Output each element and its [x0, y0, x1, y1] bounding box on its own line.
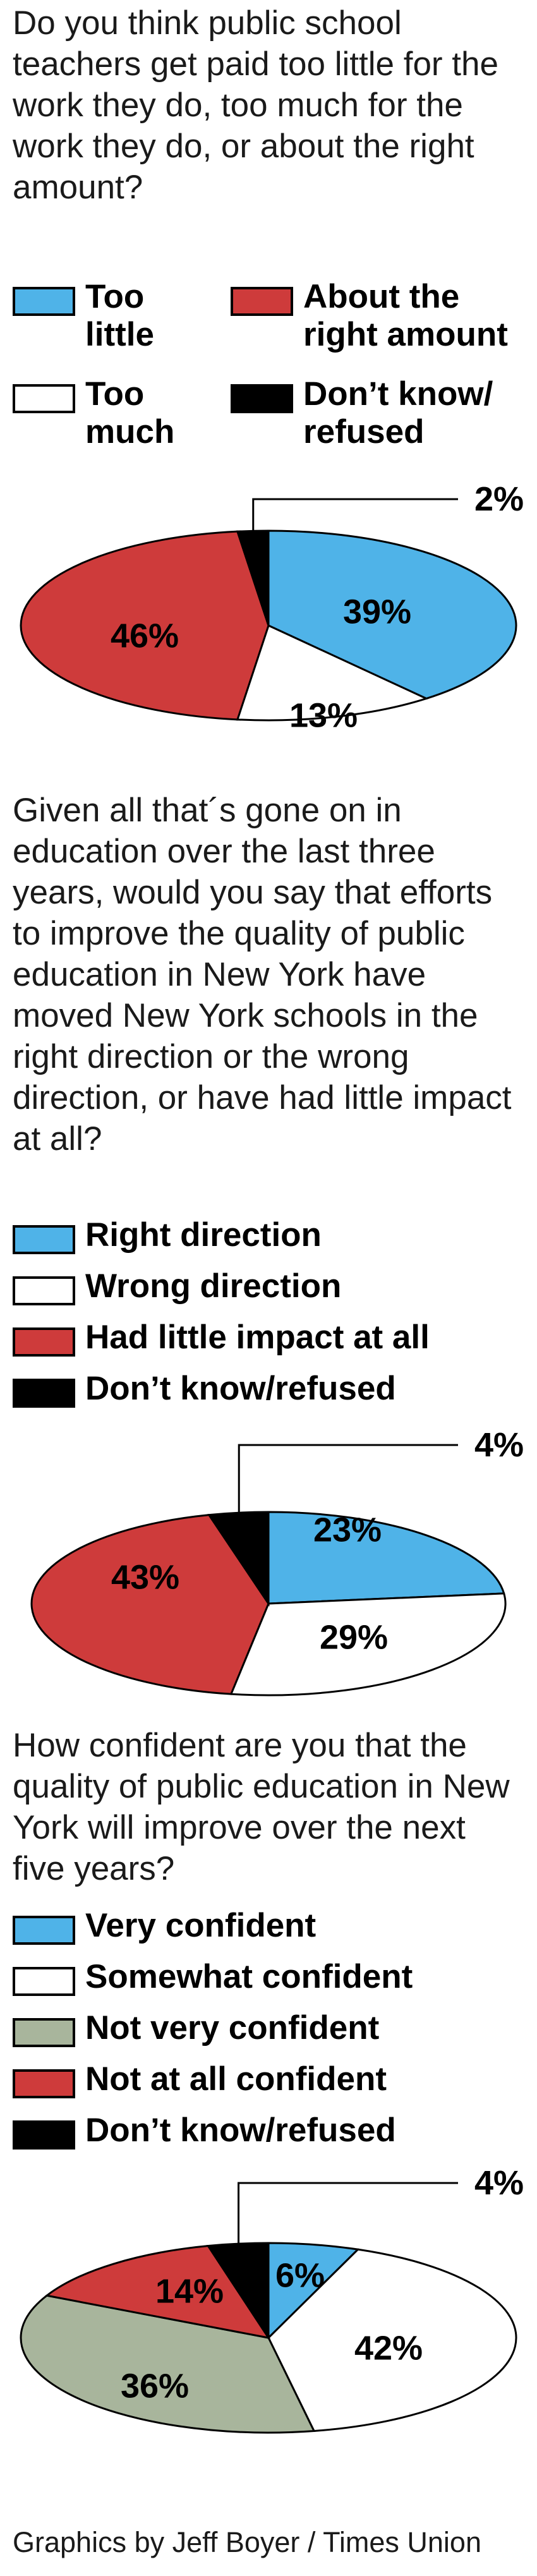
chart2-legend-wrong-direction: Wrong direction	[13, 1267, 341, 1305]
chart3-slice-2	[20, 2294, 316, 2434]
chart2-legend-swatch-dont-know	[13, 1379, 75, 1408]
chart3-legend-swatch-dont-know	[13, 2120, 75, 2150]
chart3-question: How confident are you that the quality o…	[13, 1727, 510, 1887]
chart1-slice-label-0: 39%	[343, 593, 411, 631]
chart1-legend-too-little: Too little	[13, 278, 199, 354]
chart3-legend-label-somewhat-confident: Somewhat confident	[85, 1958, 413, 1995]
chart2-slice-1	[229, 1592, 507, 1696]
chart1-legend-swatch-too-little	[13, 287, 75, 316]
chart1-legend-swatch-dont-know	[231, 384, 293, 413]
chart2-legend-swatch-wrong-direction	[13, 1276, 75, 1305]
chart3-legend-dont-know: Don’t know/refused	[13, 2112, 396, 2150]
chart3-slice-label-1: 42%	[354, 2329, 423, 2367]
chart3-slice-label-3: 14%	[155, 2272, 224, 2310]
chart3-legend-not-at-all-confident: Not at all confident	[13, 2060, 387, 2098]
chart3-legend-swatch-not-very-confident	[13, 2018, 75, 2047]
chart2-legend-little-impact: Had little impact at all	[13, 1319, 430, 1357]
chart1-legend-about-right: About the right amount	[231, 278, 537, 354]
chart1-legend-label-dont-know: Don’t know/ refused	[303, 375, 493, 450]
chart2-slice-label-1: 29%	[320, 1618, 388, 1656]
chart1-slice-1	[236, 624, 430, 722]
chart3-legend-swatch-not-at-all-confident	[13, 2069, 75, 2098]
chart2-legend-swatch-right-direction	[13, 1225, 75, 1254]
chart1-slice-label-3: 2%	[474, 480, 524, 518]
chart3-legend-swatch-very-confident	[13, 1916, 75, 1945]
chart2-legend-right-direction: Right direction	[13, 1216, 322, 1254]
chart1-slice-label-1: 13%	[289, 696, 358, 734]
chart3-legend-label-dont-know: Don’t know/refused	[85, 2112, 396, 2149]
chart2-legend-swatch-little-impact	[13, 1327, 75, 1357]
chart1-slice-2	[20, 530, 270, 721]
chart2-leader-line	[238, 1444, 458, 1515]
chart1-legend-too-much: Too much	[13, 375, 199, 451]
chart3-slice-3	[44, 2244, 271, 2340]
chart2-legend-dont-know: Don’t know/refused	[13, 1370, 396, 1408]
chart1-legend-label-about-right: About the right amount	[303, 278, 508, 353]
chart3-slice-0	[267, 2242, 360, 2340]
chart2-slice-label-2: 43%	[111, 1558, 179, 1596]
chart3-legend-label-not-very-confident: Not very confident	[85, 2009, 380, 2047]
chart1-leader-line	[252, 498, 458, 533]
chart1-legend-label-too-much: Too much	[85, 375, 175, 450]
chart3-leader-line	[238, 2182, 458, 2246]
chart1-legend-label-too-little: Too little	[85, 278, 154, 353]
chart3-slice-label-2: 36%	[121, 2367, 189, 2405]
chart3-legend-label-very-confident: Very confident	[85, 1907, 317, 1944]
chart3-slice-label-0: 6%	[275, 2256, 325, 2294]
chart3-slice-label-4: 4%	[474, 2164, 524, 2202]
chart2-legend-label-right-direction: Right direction	[85, 1216, 322, 1254]
chart3-legend-very-confident: Very confident	[13, 1907, 316, 1945]
chart3-legend-somewhat-confident: Somewhat confident	[13, 1958, 413, 1996]
chart2-legend-label-little-impact: Had little impact at all	[85, 1319, 430, 1356]
chart3-legend-label-not-at-all-confident: Not at all confident	[85, 2060, 387, 2098]
chart2-legend-label-dont-know: Don’t know/refused	[85, 1370, 396, 1407]
chart2-legend-label-wrong-direction: Wrong direction	[85, 1267, 342, 1305]
graphics-credit: Graphics by Jeff Boyer / Times Union	[13, 2526, 481, 2558]
chart2-slice-label-3: 4%	[474, 1426, 524, 1464]
chart1-legend-swatch-about-right	[231, 287, 293, 316]
chart3-slice-1	[267, 2248, 517, 2433]
chart1-question: Do you think public school teachers get …	[13, 4, 498, 206]
chart2-slice-2	[30, 1514, 270, 1695]
chart1-legend-dont-know: Don’t know/ refused	[231, 375, 537, 451]
chart2-slice-label-0: 23%	[313, 1511, 382, 1549]
chart1-slice-label-2: 46%	[111, 617, 179, 655]
chart1-slice-0	[267, 529, 517, 700]
chart3-legend-swatch-somewhat-confident	[13, 1967, 75, 1996]
chart3-legend-not-very-confident: Not very confident	[13, 2009, 379, 2047]
chart1-legend-swatch-too-much	[13, 384, 75, 413]
chart2-question: Given all that´s gone on in education ov…	[13, 792, 512, 1158]
chart2-slice-0	[267, 1511, 505, 1605]
